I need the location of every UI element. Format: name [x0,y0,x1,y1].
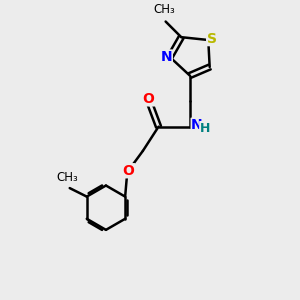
Text: O: O [123,164,135,178]
Text: CH₃: CH₃ [56,171,78,184]
Text: H: H [200,122,210,135]
Text: S: S [207,32,217,46]
Text: O: O [142,92,154,106]
Text: N: N [191,118,203,132]
Text: N: N [161,50,172,64]
Text: CH₃: CH₃ [153,3,175,16]
